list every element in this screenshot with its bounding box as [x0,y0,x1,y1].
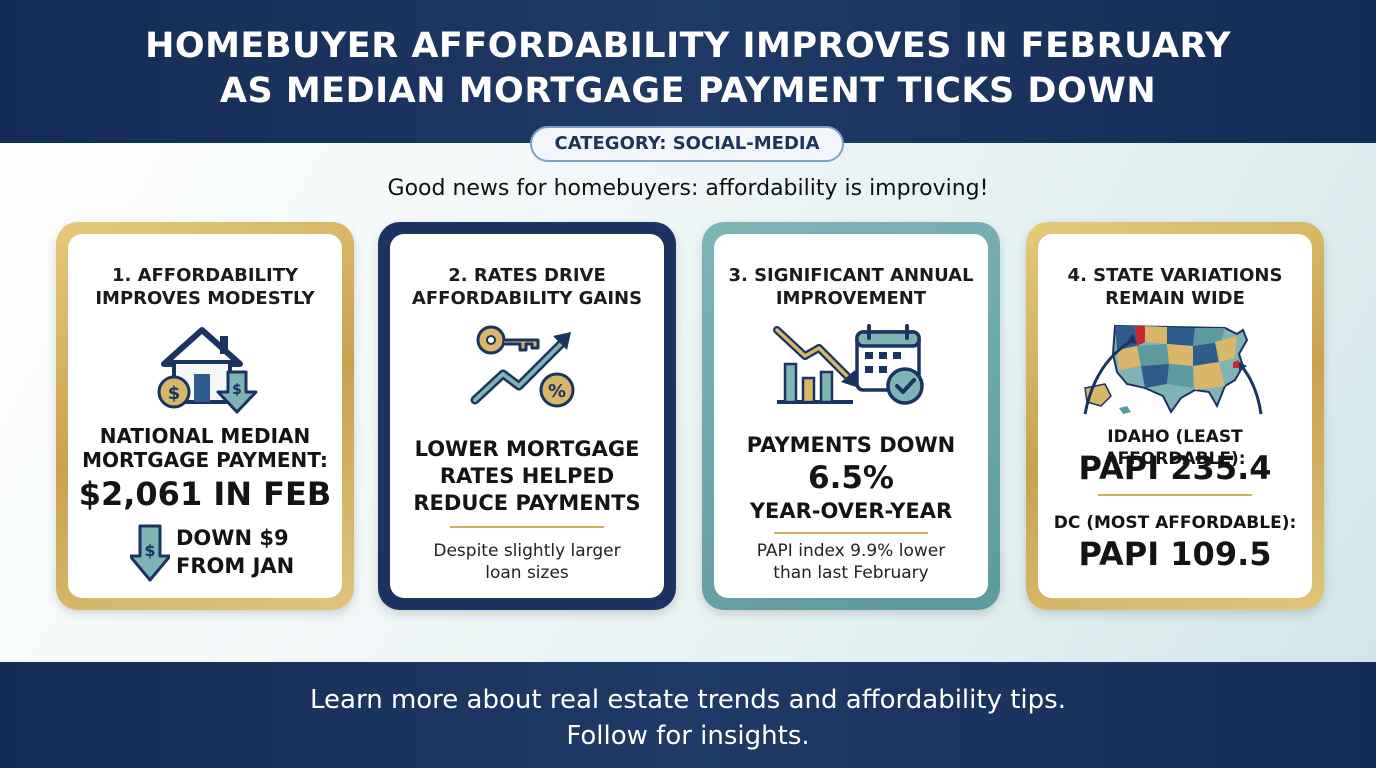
card-states-body: 4. STATE VARIATIONS REMAIN WIDE [1038,234,1312,598]
stat-line: LOWER MORTGAGE [414,437,640,461]
card-annual: 3. SIGNIFICANT ANNUAL IMPROVEMENT [702,222,1000,610]
svg-text:$: $ [144,541,155,560]
svg-text:$: $ [168,383,181,404]
note-line: than last February [773,563,929,583]
least-affordable-value: PAPI 235.4 [1078,449,1272,487]
change-line: DOWN $9 [176,526,289,550]
card-divider [450,526,604,528]
papi-note: PAPI index 9.9% lower than last February [714,540,988,584]
footer-cta: Learn more about real estate trends and … [0,682,1376,754]
annual-change-period: YEAR-OVER-YEAR [749,499,953,523]
card-rates: 2. RATES DRIVE AFFORDABILITY GAINS % LOW… [378,222,676,610]
rates-statement: LOWER MORTGAGE RATES HELPED REDUCE PAYME… [390,436,664,517]
card-rates-title: 2. RATES DRIVE AFFORDABILITY GAINS [390,264,664,310]
page-title-line-1: HOMEBUYER AFFORDABILITY IMPROVES IN FEBR… [145,26,1231,66]
house-with-dollar-down-icon: $ $ [68,322,342,420]
category-badge: CATEGORY: SOCIAL-MEDIA [530,126,844,162]
median-payment-value: $2,061 IN FEB [78,475,332,513]
card-title-line: IMPROVEMENT [775,288,927,309]
annual-change-label: PAYMENTS DOWN [746,433,956,457]
card-title-line: 3. SIGNIFICANT ANNUAL [728,265,974,286]
median-payment-label: NATIONAL MEDIAN MORTGAGE PAYMENT: [68,424,342,472]
stat-line: REDUCE PAYMENTS [413,491,641,515]
svg-text:$: $ [232,382,242,398]
most-affordable-value: PAPI 109.5 [1078,535,1272,573]
card-affordability-title: 1. AFFORDABILITY IMPROVES MODESTLY [68,264,342,310]
card-title-line: 4. STATE VARIATIONS [1067,265,1283,286]
footer-banner: Learn more about real estate trends and … [0,662,1376,768]
us-map-icon [1038,322,1312,420]
card-divider [774,532,928,534]
card-rates-body: 2. RATES DRIVE AFFORDABILITY GAINS % LOW… [390,234,664,598]
card-annual-body: 3. SIGNIFICANT ANNUAL IMPROVEMENT [714,234,988,598]
subheadline: Good news for homebuyers: affordability … [387,176,989,201]
footer-line: Learn more about real estate trends and … [310,685,1066,715]
change-line: FROM JAN [176,554,295,578]
card-title-line: 1. AFFORDABILITY [111,265,299,286]
card-divider [1098,494,1252,496]
chart-down-calendar-check-icon [714,322,988,420]
card-annual-title: 3. SIGNIFICANT ANNUAL IMPROVEMENT [714,264,988,310]
card-affordability: 1. AFFORDABILITY IMPROVES MODESTLY $ $ N… [56,222,354,610]
card-states: 4. STATE VARIATIONS REMAIN WIDE [1026,222,1324,610]
page-title-line-2: AS MEDIAN MORTGAGE PAYMENT TICKS DOWN [219,71,1157,111]
most-affordable-label: DC (MOST AFFORDABLE): [1053,513,1297,533]
note-line: loan sizes [485,563,569,583]
card-title-line: IMPROVES MODESTLY [95,288,315,309]
annual-change-value: 6.5% [808,460,894,496]
svg-text:%: % [548,381,566,402]
stat-line: NATIONAL MEDIAN [99,424,311,448]
stat-line: RATES HELPED [439,464,615,488]
card-title-line: 2. RATES DRIVE [448,265,606,286]
note-line: Despite slightly larger [433,541,621,561]
least-affordable-label: IDAHO (LEAST AFFORDABLE): [1104,427,1246,469]
rates-note: Despite slightly larger loan sizes [390,540,664,584]
stat-line: MORTGAGE PAYMENT: [82,448,328,472]
header-banner: HOMEBUYER AFFORDABILITY IMPROVES IN FEBR… [0,0,1376,143]
card-affordability-body: 1. AFFORDABILITY IMPROVES MODESTLY $ $ N… [68,234,342,598]
down-arrow-icon: $ [128,524,172,584]
page-title: HOMEBUYER AFFORDABILITY IMPROVES IN FEBR… [0,24,1376,114]
key-percent-trend-icon: % [390,322,664,420]
card-title-line: REMAIN WIDE [1105,288,1245,309]
card-title-line: AFFORDABILITY GAINS [411,288,643,309]
card-states-title: 4. STATE VARIATIONS REMAIN WIDE [1038,264,1312,310]
footer-line: Follow for insights. [566,721,810,751]
monthly-change: DOWN $9 FROM JAN [176,524,316,580]
note-line: PAPI index 9.9% lower [756,541,946,561]
